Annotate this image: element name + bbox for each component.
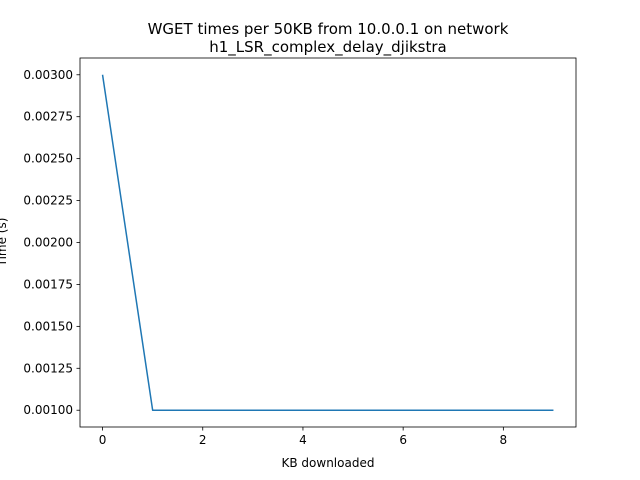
x-tick-label: 0 <box>99 433 107 447</box>
y-tick-label: 0.00300 <box>23 68 73 82</box>
x-tick-label: 6 <box>399 433 407 447</box>
y-tick-label: 0.00175 <box>23 277 73 291</box>
y-tick-label: 0.00125 <box>23 361 73 375</box>
y-tick-label: 0.00200 <box>23 236 73 250</box>
x-tick-label: 8 <box>500 433 508 447</box>
chart-subtitle: h1_LSR_complex_delay_djikstra <box>209 38 447 57</box>
x-axis-label: KB downloaded <box>282 456 375 470</box>
plot-area: 0 2 4 6 8 0.00100 0.00125 0.00150 0.00175 0.00200… <box>23 57 577 447</box>
y-tick-label: 0.00275 <box>23 110 73 124</box>
y-tick-label: 0.00250 <box>23 152 73 166</box>
y-tick-label: 0.00150 <box>23 319 73 333</box>
y-tick-label: 0.00100 <box>23 403 73 417</box>
axes-frame <box>79 57 577 428</box>
y-tick-label: 0.00225 <box>23 194 73 208</box>
x-tick-label: 2 <box>199 433 207 447</box>
chart-title: WGET times per 50KB from 10.0.0.1 on net… <box>148 20 509 38</box>
series-line-0 <box>101 74 554 411</box>
x-tick-label: 4 <box>299 433 307 447</box>
y-axis-label: Time (s) <box>0 218 9 268</box>
